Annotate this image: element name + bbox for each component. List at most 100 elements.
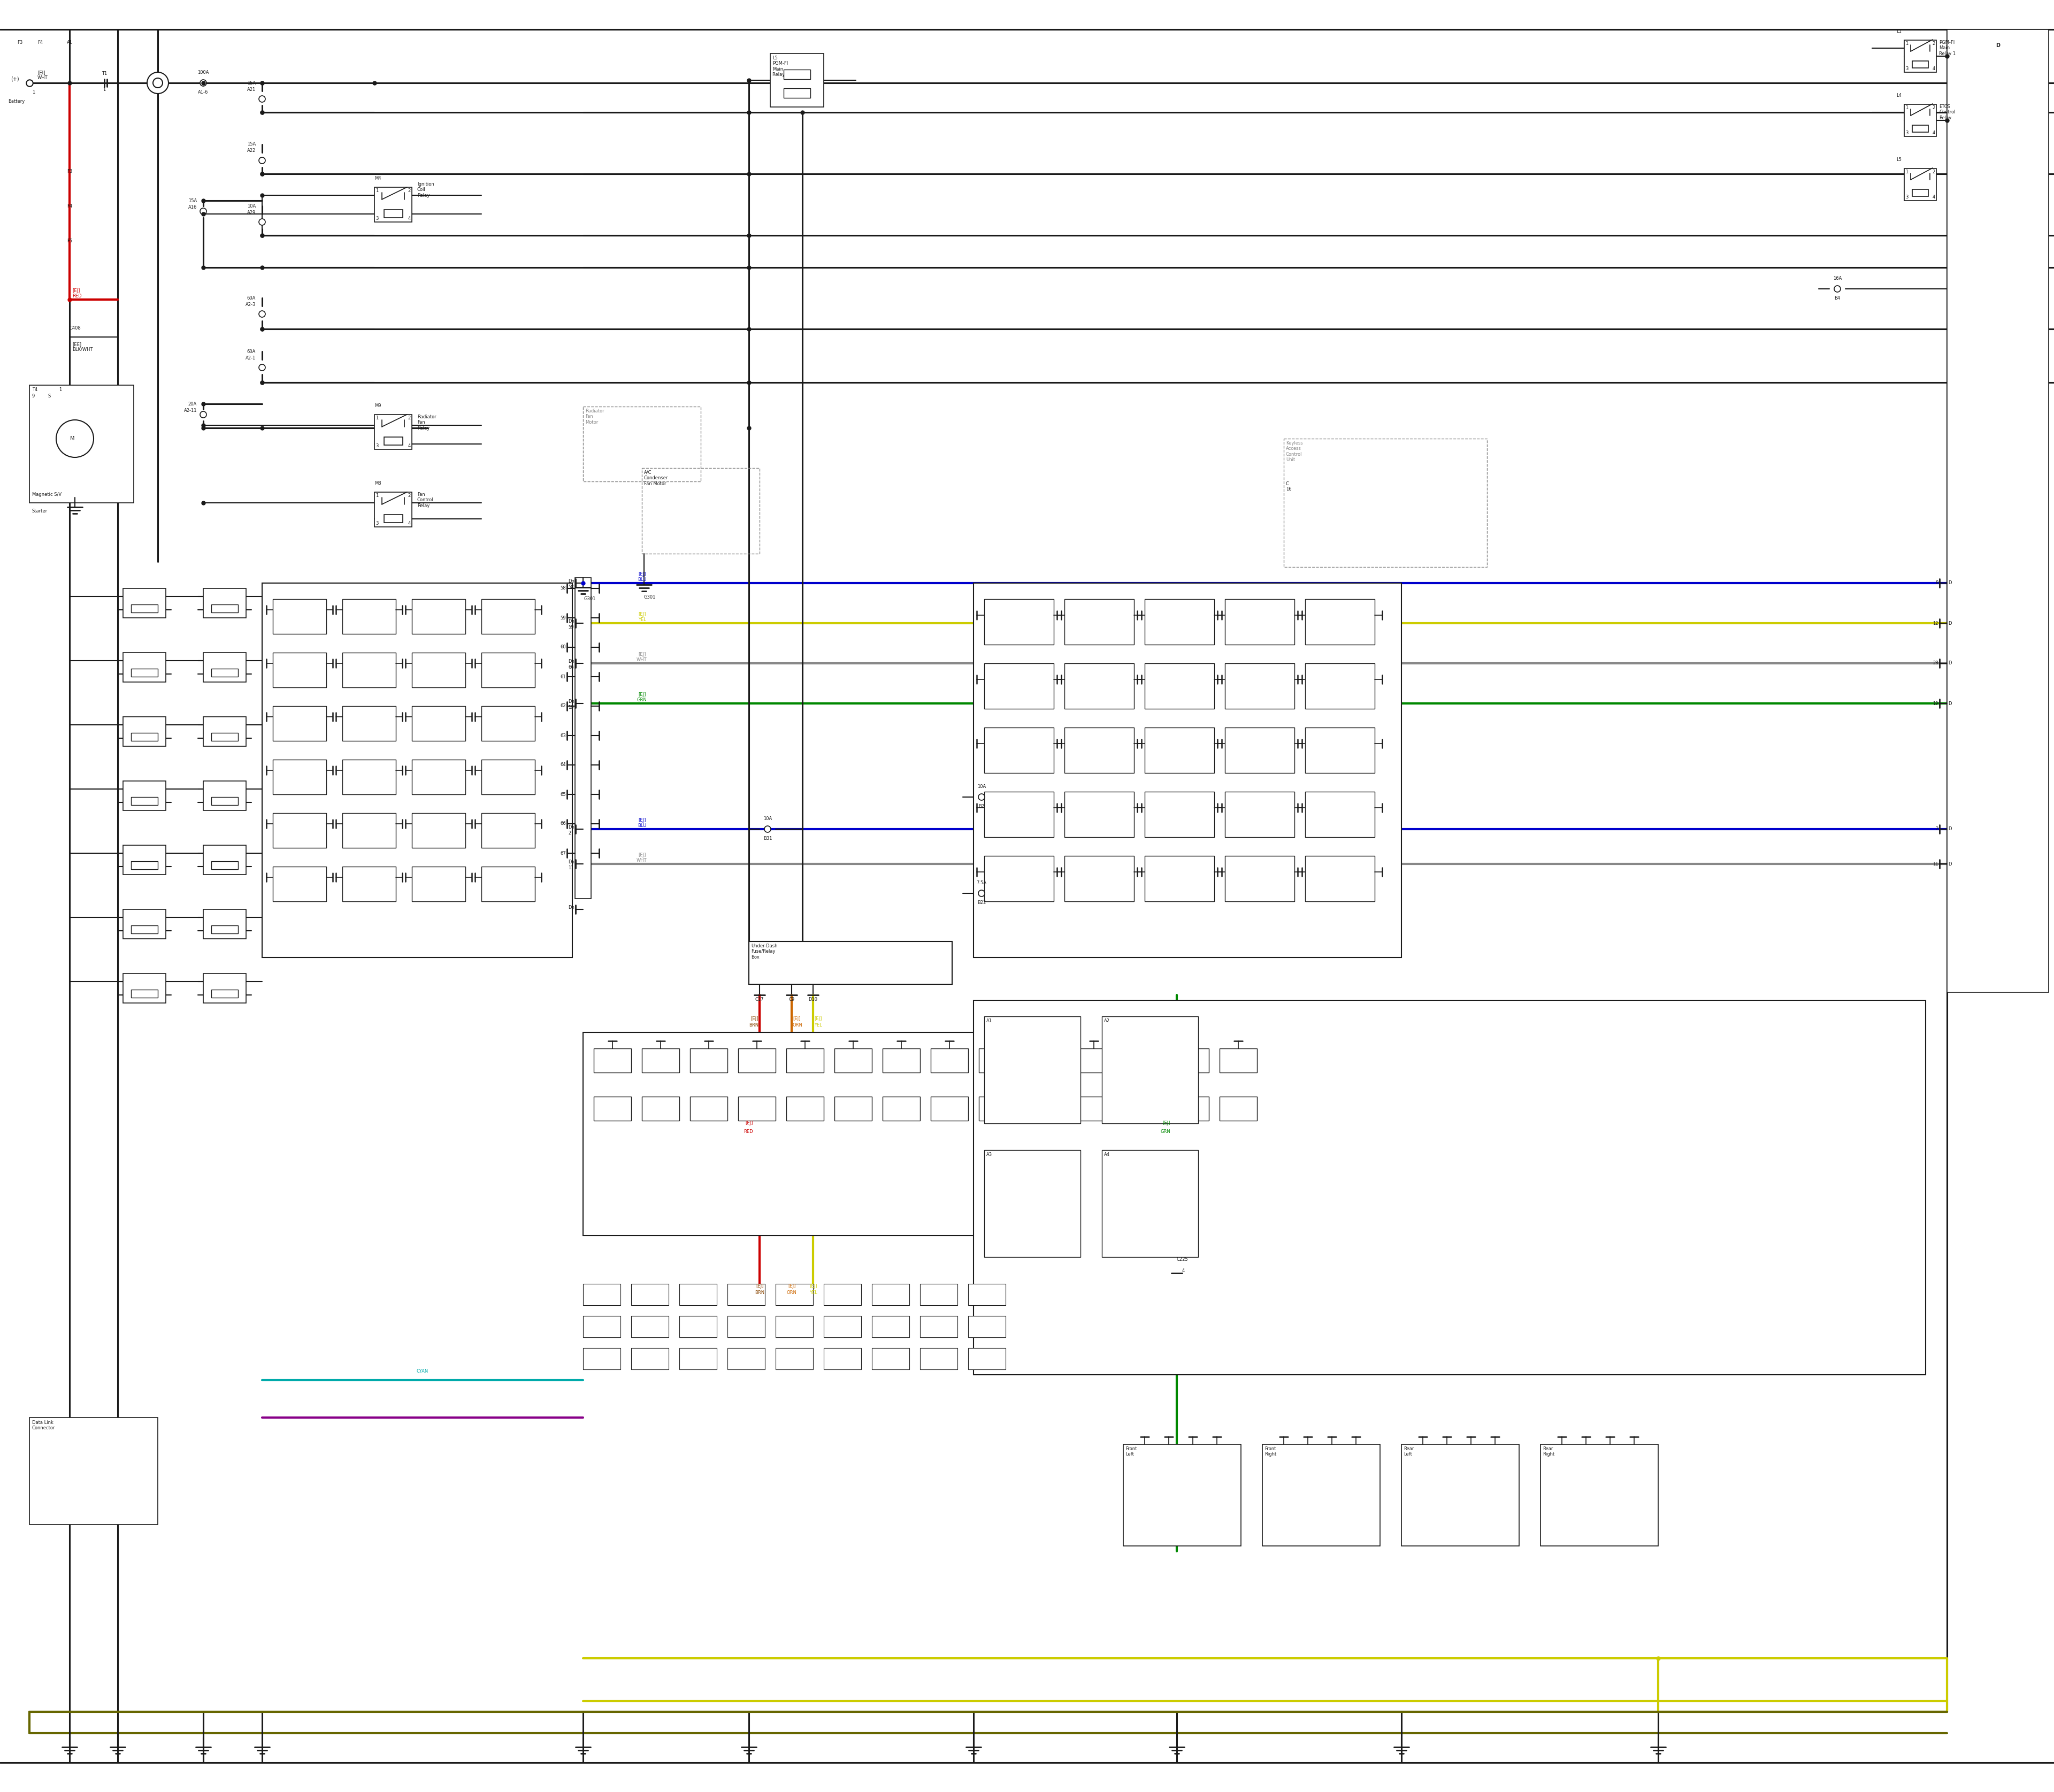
Text: C225: C225	[1177, 1256, 1189, 1262]
Text: 3: 3	[1906, 131, 1908, 136]
Bar	[1064, 599, 1134, 645]
Text: Battery: Battery	[8, 99, 25, 104]
Text: 62: 62	[561, 704, 567, 708]
Bar	[203, 846, 246, 874]
Text: BLU: BLU	[637, 577, 647, 582]
Text: YEL: YEL	[813, 1023, 822, 1027]
Bar	[980, 1097, 1017, 1120]
Text: A2-11: A2-11	[183, 409, 197, 414]
Bar	[1074, 1048, 1113, 1073]
Bar	[1124, 1444, 1241, 1546]
Bar	[1220, 1048, 1257, 1073]
Text: A2: A2	[1105, 1018, 1109, 1023]
Bar	[1064, 663, 1134, 710]
Bar	[131, 797, 158, 805]
Bar	[203, 717, 246, 745]
Text: 60: 60	[561, 645, 567, 650]
Text: Ignition
Coil
Relay: Ignition Coil Relay	[417, 181, 433, 197]
Text: 2: 2	[1935, 826, 1939, 831]
Text: ORN: ORN	[787, 1290, 797, 1296]
Bar	[123, 652, 166, 683]
Circle shape	[199, 208, 207, 215]
Text: BRN: BRN	[754, 1290, 764, 1296]
Bar	[123, 973, 166, 1004]
Bar	[343, 867, 396, 901]
Text: Front
Left: Front Left	[1126, 1446, 1136, 1457]
Text: C17: C17	[756, 996, 764, 1002]
Text: 1: 1	[33, 90, 35, 95]
Bar	[29, 385, 134, 504]
Text: A16: A16	[189, 204, 197, 210]
Bar	[974, 582, 1401, 957]
Bar	[631, 1315, 670, 1337]
Bar	[1124, 1097, 1161, 1120]
Text: A1: A1	[66, 41, 72, 45]
Circle shape	[764, 826, 770, 831]
Bar	[131, 925, 158, 934]
Bar	[631, 1348, 670, 1369]
Bar	[871, 1315, 910, 1337]
Bar	[1263, 1444, 1380, 1546]
Text: D: D	[1947, 862, 1951, 866]
Text: CYAN: CYAN	[417, 1369, 429, 1374]
Bar	[727, 1348, 764, 1369]
Text: [EJ]: [EJ]	[813, 1016, 822, 1021]
Bar	[594, 1097, 631, 1120]
Text: Dn
19: Dn 19	[569, 699, 575, 710]
Bar	[737, 1048, 776, 1073]
Bar	[1144, 663, 1214, 710]
Bar	[131, 862, 158, 869]
Bar	[203, 588, 246, 618]
Text: M4: M4	[374, 176, 382, 181]
Bar	[930, 1097, 967, 1120]
Bar	[1124, 1048, 1161, 1073]
Bar	[1304, 599, 1374, 645]
Bar	[583, 1315, 620, 1337]
Bar	[883, 1097, 920, 1120]
Bar	[984, 663, 1054, 710]
Text: T4: T4	[33, 387, 37, 392]
Bar	[984, 792, 1054, 837]
Bar	[1912, 190, 1929, 197]
Text: WHT: WHT	[637, 658, 647, 663]
Bar	[727, 1283, 764, 1305]
Bar	[920, 1315, 957, 1337]
Bar	[1220, 1097, 1257, 1120]
Bar	[1144, 792, 1214, 837]
Text: 1: 1	[376, 188, 378, 194]
Text: GRN: GRN	[1161, 1129, 1171, 1134]
Circle shape	[259, 364, 265, 371]
Bar	[131, 733, 158, 740]
Bar	[481, 652, 534, 688]
Text: A22: A22	[246, 149, 255, 154]
Bar	[1064, 728, 1134, 772]
Bar	[776, 1283, 813, 1305]
Text: 2: 2	[409, 416, 411, 421]
Text: Magnetic S/V: Magnetic S/V	[33, 493, 62, 496]
Text: Dn
66: Dn 66	[569, 659, 575, 670]
Text: A4: A4	[1105, 1152, 1109, 1158]
Text: D: D	[1947, 620, 1951, 625]
Text: D10: D10	[809, 996, 817, 1002]
Text: L5: L5	[1896, 158, 1902, 161]
Text: 2: 2	[1933, 106, 1935, 109]
Bar	[583, 1283, 620, 1305]
Circle shape	[259, 95, 265, 102]
Bar	[1064, 792, 1134, 837]
Bar	[984, 1150, 1080, 1256]
Bar	[343, 706, 396, 740]
Text: Fan
Control
Relay: Fan Control Relay	[417, 493, 433, 509]
Bar	[920, 1348, 957, 1369]
Bar	[212, 925, 238, 934]
Bar	[343, 599, 396, 634]
Circle shape	[978, 891, 984, 896]
Text: A29: A29	[246, 210, 255, 215]
Bar	[834, 1048, 871, 1073]
Text: 63: 63	[561, 733, 567, 738]
Text: BRN: BRN	[750, 1023, 758, 1027]
Text: 15A: 15A	[246, 142, 255, 147]
Bar	[984, 728, 1054, 772]
Text: L4: L4	[1896, 93, 1902, 99]
Bar	[203, 909, 246, 939]
Bar	[737, 1097, 776, 1120]
